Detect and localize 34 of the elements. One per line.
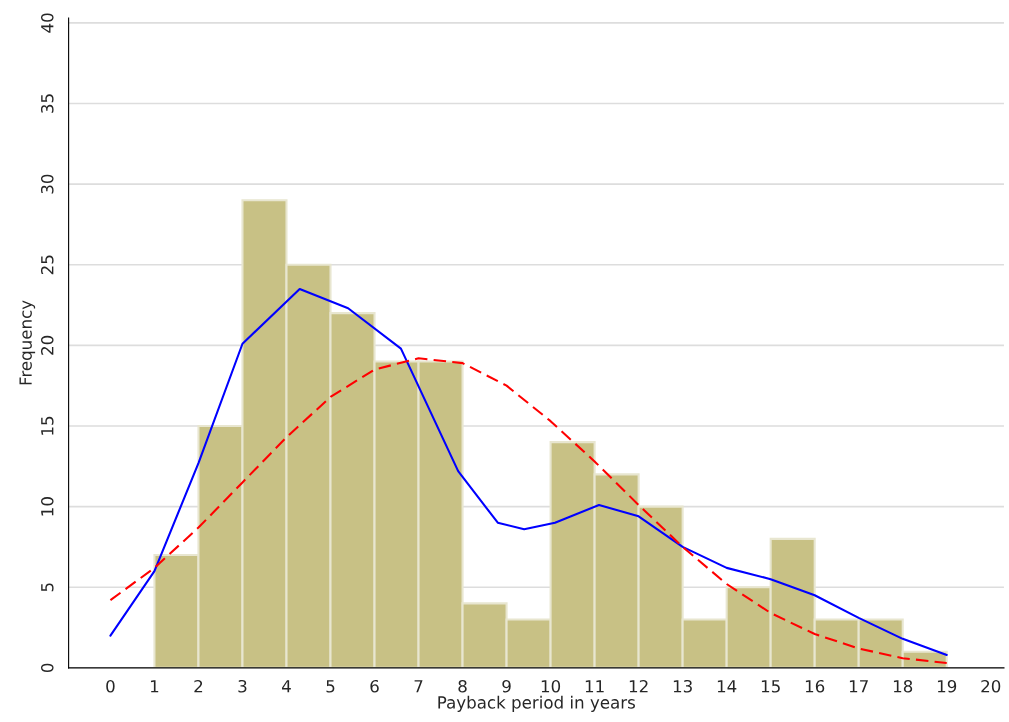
x-tick-label: 12 — [629, 679, 648, 693]
x-tick-label: 3 — [238, 679, 247, 693]
line-series — [109, 357, 948, 665]
x-axis-title: Payback period in years — [438, 695, 635, 712]
x-tick-label: 16 — [805, 679, 825, 693]
x-tick-label: 2 — [194, 679, 203, 693]
x-tick-label: 0 — [106, 679, 115, 693]
x-tick-label: 8 — [458, 679, 467, 693]
x-tick-label: 6 — [370, 679, 379, 693]
y-axis-title: Frequency — [19, 300, 36, 385]
x-tick-label: 4 — [282, 680, 291, 693]
x-tick-label: 20 — [981, 679, 1001, 693]
y-tick-label: 25 — [40, 255, 54, 275]
x-tick-label: 5 — [326, 680, 335, 693]
line-series — [109, 287, 948, 656]
x-tick-label: 17 — [849, 680, 868, 693]
y-tick-label: 0 — [40, 663, 54, 673]
x-tick-label: 1 — [150, 680, 159, 693]
y-tick-label: 20 — [40, 335, 54, 355]
y-tick-label: 10 — [40, 497, 54, 516]
y-tick-label: 15 — [41, 416, 54, 435]
x-tick-label: 18 — [893, 679, 913, 693]
y-tick-label: 40 — [40, 13, 54, 33]
x-tick-label: 13 — [673, 679, 692, 693]
x-tick-label: 9 — [502, 679, 511, 693]
x-tick-label: 14 — [717, 680, 737, 693]
y-tick-label: 30 — [40, 174, 54, 194]
x-tick-label: 7 — [414, 680, 423, 693]
x-tick-label: 15 — [761, 680, 780, 693]
y-tick-label: 35 — [40, 94, 54, 113]
y-tick-label: 5 — [41, 583, 54, 592]
x-tick-label: 11 — [585, 680, 604, 693]
x-tick-label: 10 — [541, 679, 561, 693]
x-tick-label: 19 — [937, 679, 957, 693]
